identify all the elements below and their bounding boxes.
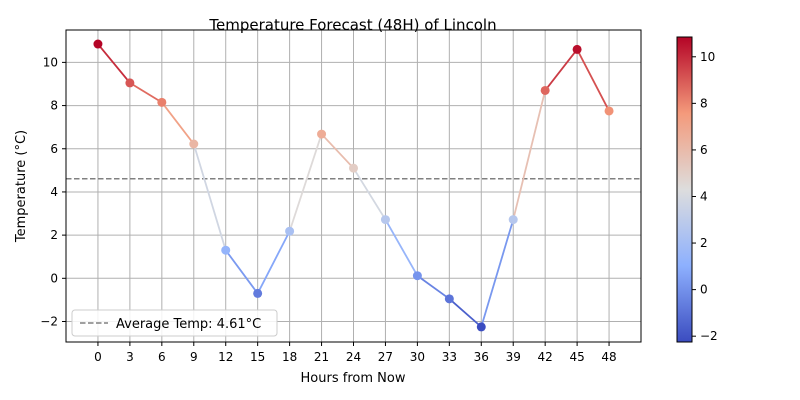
x-tick-label: 21 bbox=[314, 350, 329, 364]
y-tick-label: 2 bbox=[50, 228, 58, 242]
line-segment bbox=[97, 43, 131, 84]
x-tick-label: 6 bbox=[158, 350, 166, 364]
y-tick-label: 0 bbox=[50, 271, 58, 285]
colorbar-tick-label: 6 bbox=[700, 143, 708, 157]
x-tick-label: 0 bbox=[94, 350, 102, 364]
colorbar-tick-label: 0 bbox=[700, 283, 708, 297]
line-segment bbox=[320, 133, 355, 170]
colorbar-tick-label: 2 bbox=[700, 236, 708, 250]
x-tick-label: 36 bbox=[474, 350, 489, 364]
data-point bbox=[604, 106, 614, 116]
data-point bbox=[540, 85, 550, 95]
x-tick-label: 45 bbox=[569, 350, 584, 364]
line-segment bbox=[128, 81, 163, 104]
line-segment bbox=[512, 89, 547, 221]
line-segment bbox=[448, 297, 483, 328]
x-tick-label: 39 bbox=[506, 350, 521, 364]
data-point bbox=[317, 129, 327, 139]
colorbar-tick-label: −2 bbox=[700, 329, 718, 343]
data-point bbox=[157, 97, 167, 107]
data-point bbox=[125, 78, 135, 88]
colorbar-gradient bbox=[676, 36, 693, 343]
line-segment bbox=[544, 48, 579, 92]
data-point bbox=[189, 139, 199, 149]
line-segment bbox=[224, 249, 259, 295]
data-point bbox=[444, 294, 454, 304]
legend: Average Temp: 4.61°C bbox=[71, 309, 278, 337]
y-tick-label: 4 bbox=[50, 185, 58, 199]
legend-label: Average Temp: 4.61°C bbox=[116, 317, 261, 332]
x-tick-label: 15 bbox=[250, 350, 265, 364]
data-point bbox=[380, 215, 390, 225]
data-point bbox=[572, 44, 582, 54]
x-tick-label: 27 bbox=[378, 350, 393, 364]
data-point bbox=[508, 215, 518, 225]
data-point bbox=[221, 245, 231, 255]
x-axis-ticks: 0 3 6 9 12 15 18 21 24 27 30 33 36 39 42 45 48 bbox=[94, 342, 617, 364]
grid-lines bbox=[66, 30, 641, 342]
x-axis-label: Hours from Now bbox=[301, 371, 406, 386]
y-tick-label: 10 bbox=[43, 55, 58, 69]
colorbar-tick-label: 8 bbox=[700, 96, 708, 110]
x-tick-label: 18 bbox=[282, 350, 297, 364]
line-segment bbox=[288, 133, 323, 233]
line-segment bbox=[256, 230, 291, 295]
y-tick-label: 8 bbox=[50, 99, 58, 113]
x-tick-label: 48 bbox=[601, 350, 616, 364]
x-tick-label: 3 bbox=[126, 350, 134, 364]
colorbar-tick-label: 4 bbox=[700, 189, 708, 203]
x-tick-label: 9 bbox=[190, 350, 198, 364]
y-tick-label: 6 bbox=[50, 142, 58, 156]
data-point bbox=[476, 322, 486, 332]
chart-title: Temperature Forecast (48H) of Lincoln bbox=[208, 16, 496, 34]
x-tick-label: 24 bbox=[346, 350, 361, 364]
data-point bbox=[349, 163, 358, 173]
line-segment bbox=[576, 48, 610, 112]
line-segment bbox=[416, 274, 451, 300]
data-point bbox=[93, 39, 103, 49]
line-segment bbox=[480, 218, 515, 328]
series-line bbox=[97, 43, 610, 328]
data-point bbox=[412, 271, 422, 281]
colorbar-ticks: −2 0 2 4 6 8 10 bbox=[692, 50, 718, 343]
x-tick-label: 12 bbox=[218, 350, 233, 364]
data-point bbox=[253, 288, 263, 298]
legend-box bbox=[71, 309, 278, 337]
y-axis-ticks: −2 0 2 4 6 8 10 bbox=[40, 55, 66, 328]
colorbar-tick-label: 10 bbox=[700, 50, 715, 64]
line-segment bbox=[352, 167, 387, 221]
line-segment bbox=[160, 101, 195, 145]
line-segment bbox=[384, 218, 419, 277]
line-segment bbox=[192, 143, 227, 252]
x-tick-label: 30 bbox=[410, 350, 425, 364]
x-tick-label: 42 bbox=[538, 350, 553, 364]
x-tick-label: 33 bbox=[442, 350, 457, 364]
y-axis-label: Temperature (°C) bbox=[14, 130, 29, 243]
series-points bbox=[93, 39, 614, 332]
colorbar: −2 0 2 4 6 8 10 bbox=[676, 36, 718, 343]
y-tick-label: −2 bbox=[40, 314, 58, 328]
data-point bbox=[285, 226, 295, 236]
